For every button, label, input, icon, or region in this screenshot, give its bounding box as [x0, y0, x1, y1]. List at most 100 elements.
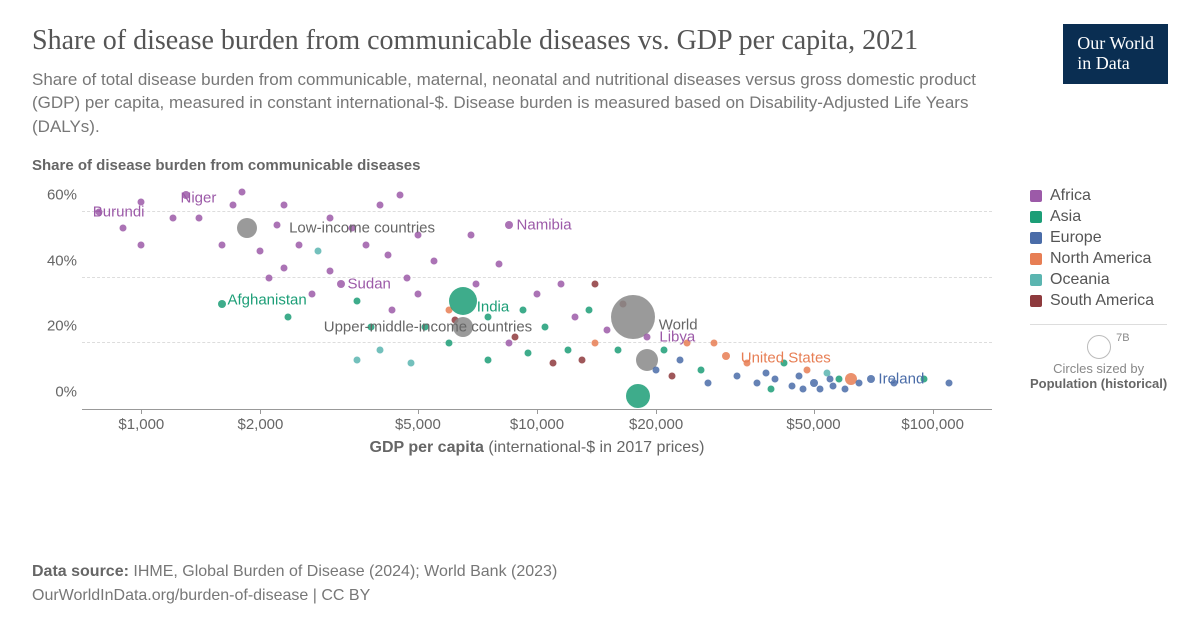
data-point[interactable]: [644, 333, 651, 340]
data-point[interactable]: [446, 340, 453, 347]
data-point[interactable]: [836, 376, 843, 383]
data-point[interactable]: [830, 382, 837, 389]
data-point[interactable]: [327, 267, 334, 274]
data-point[interactable]: [237, 218, 257, 238]
y-axis-title: Share of disease burden from communicabl…: [32, 157, 1012, 174]
data-point[interactable]: [558, 281, 565, 288]
data-point[interactable]: [353, 297, 360, 304]
data-point[interactable]: [505, 221, 513, 229]
data-point-label: Ireland: [878, 371, 924, 388]
chart-title: Share of disease burden from communicabl…: [32, 24, 932, 58]
legend-item[interactable]: Oceania: [1030, 271, 1167, 289]
data-point[interactable]: [273, 221, 280, 228]
data-point[interactable]: [669, 373, 676, 380]
data-point[interactable]: [353, 356, 360, 363]
data-point[interactable]: [431, 258, 438, 265]
data-point[interactable]: [525, 350, 532, 357]
x-tick-mark: [418, 409, 419, 414]
data-point[interactable]: [772, 376, 779, 383]
data-point[interactable]: [763, 369, 770, 376]
data-point[interactable]: [704, 379, 711, 386]
data-point[interactable]: [799, 386, 806, 393]
data-point[interactable]: [281, 264, 288, 271]
legend-label: Africa: [1050, 187, 1091, 205]
data-point[interactable]: [315, 248, 322, 255]
data-point[interactable]: [467, 231, 474, 238]
data-point[interactable]: [626, 384, 650, 408]
legend-item[interactable]: South America: [1030, 292, 1167, 310]
data-point[interactable]: [396, 192, 403, 199]
data-point[interactable]: [169, 215, 176, 222]
data-point[interactable]: [855, 379, 862, 386]
x-tick-label: $5,000: [395, 416, 441, 433]
data-point[interactable]: [495, 261, 502, 268]
data-point[interactable]: [219, 241, 226, 248]
data-point[interactable]: [337, 280, 345, 288]
data-point[interactable]: [698, 366, 705, 373]
legend-size: 7B Circles sized by Population (historic…: [1030, 324, 1167, 391]
logo-line1: Our World: [1077, 34, 1154, 54]
data-point[interactable]: [733, 373, 740, 380]
data-point[interactable]: [550, 359, 557, 366]
data-point[interactable]: [376, 346, 383, 353]
legend-item[interactable]: North America: [1030, 250, 1167, 268]
data-point[interactable]: [285, 313, 292, 320]
data-point[interactable]: [519, 307, 526, 314]
data-point[interactable]: [388, 307, 395, 314]
footer: Data source: IHME, Global Burden of Dise…: [32, 560, 557, 608]
data-point[interactable]: [309, 290, 316, 297]
data-point-label: Sudan: [348, 276, 391, 293]
legend-item[interactable]: Asia: [1030, 208, 1167, 226]
data-point[interactable]: [603, 327, 610, 334]
data-point[interactable]: [376, 202, 383, 209]
data-point[interactable]: [661, 346, 668, 353]
data-point[interactable]: [239, 189, 246, 196]
data-point[interactable]: [841, 386, 848, 393]
data-point[interactable]: [120, 225, 127, 232]
data-point[interactable]: [484, 356, 491, 363]
data-point[interactable]: [817, 386, 824, 393]
data-point[interactable]: [614, 346, 621, 353]
data-point[interactable]: [506, 340, 513, 347]
data-point[interactable]: [754, 379, 761, 386]
data-point[interactable]: [565, 346, 572, 353]
data-point[interactable]: [196, 215, 203, 222]
data-point[interactable]: [363, 241, 370, 248]
data-point[interactable]: [229, 202, 236, 209]
data-point[interactable]: [407, 359, 414, 366]
data-point[interactable]: [788, 382, 795, 389]
y-tick-label: 40%: [37, 252, 77, 269]
data-point[interactable]: [767, 386, 774, 393]
data-point[interactable]: [591, 340, 598, 347]
data-point[interactable]: [218, 300, 226, 308]
data-point[interactable]: [946, 379, 953, 386]
data-point-label: Libya: [659, 328, 695, 345]
legend-item[interactable]: Europe: [1030, 229, 1167, 247]
data-point[interactable]: [534, 290, 541, 297]
data-point[interactable]: [579, 356, 586, 363]
data-point[interactable]: [867, 375, 875, 383]
data-point[interactable]: [257, 248, 264, 255]
data-point[interactable]: [572, 313, 579, 320]
data-point[interactable]: [281, 202, 288, 209]
data-point[interactable]: [722, 352, 730, 360]
data-point[interactable]: [472, 281, 479, 288]
data-point[interactable]: [677, 356, 684, 363]
data-point[interactable]: [710, 340, 717, 347]
data-point[interactable]: [810, 379, 818, 387]
data-point[interactable]: [611, 295, 655, 339]
data-point[interactable]: [591, 281, 598, 288]
data-point[interactable]: [796, 373, 803, 380]
data-point[interactable]: [803, 366, 810, 373]
legend-item[interactable]: Africa: [1030, 187, 1167, 205]
data-point[interactable]: [138, 241, 145, 248]
data-point[interactable]: [265, 274, 272, 281]
data-point[interactable]: [384, 251, 391, 258]
data-point[interactable]: [404, 274, 411, 281]
data-point[interactable]: [295, 241, 302, 248]
data-point[interactable]: [414, 290, 421, 297]
data-point[interactable]: [449, 287, 477, 315]
data-point[interactable]: [585, 307, 592, 314]
data-point[interactable]: [653, 366, 660, 373]
data-point[interactable]: [542, 323, 549, 330]
